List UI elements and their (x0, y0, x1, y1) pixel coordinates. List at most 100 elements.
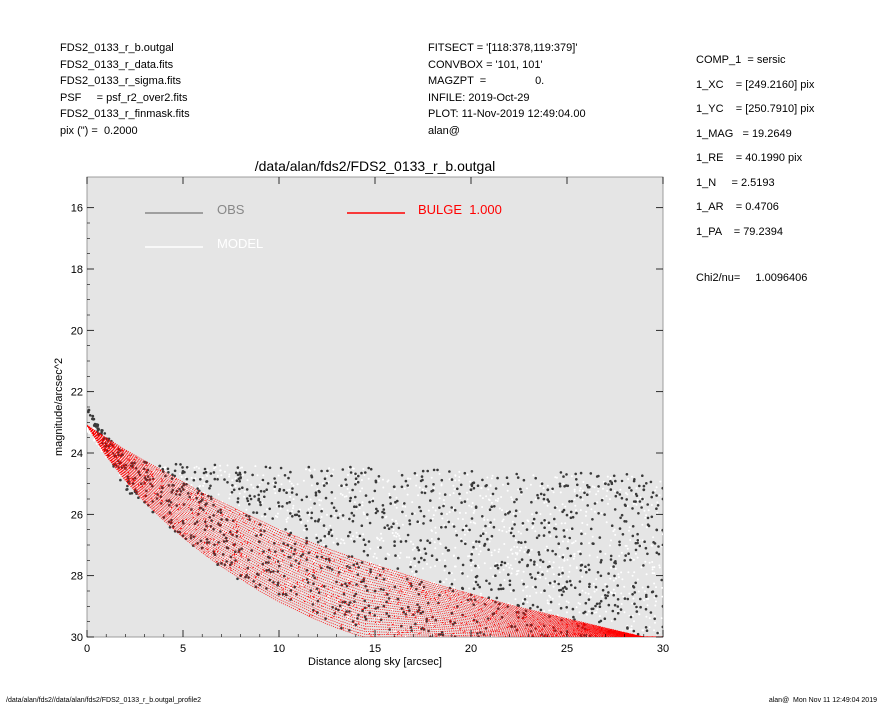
model-point (529, 595, 531, 598)
model-point (399, 537, 401, 540)
model-point (394, 581, 397, 584)
model-point (362, 533, 365, 536)
model-point (438, 497, 441, 500)
obs-point (374, 479, 378, 483)
obs-point (289, 512, 292, 515)
model-point (568, 570, 571, 573)
model-point (655, 600, 657, 603)
model-point (561, 569, 564, 572)
bulge-point (239, 532, 242, 534)
bulge-point (217, 547, 220, 549)
bulge-point (362, 597, 364, 600)
model-point (511, 498, 514, 501)
legend-label: MODEL (217, 236, 263, 251)
obs-point (232, 488, 236, 492)
bulge-point (525, 616, 527, 619)
obs-point (517, 540, 520, 544)
bulge-point (398, 591, 400, 593)
obs-point (263, 512, 267, 516)
bulge-point (620, 635, 622, 637)
bulge-point (537, 625, 539, 627)
obs-point (366, 553, 370, 557)
obs-point (569, 554, 572, 558)
bulge-point (441, 622, 444, 624)
bulge-point (243, 521, 245, 524)
header-left-line: PSF = psf_r2_over2.fits (60, 91, 188, 104)
obs-point (488, 582, 491, 585)
obs-point (236, 497, 240, 500)
model-point (573, 498, 576, 501)
model-point (498, 548, 501, 551)
obs-point (500, 560, 504, 564)
obs-point (238, 487, 241, 491)
model-point (474, 522, 477, 525)
bulge-point (414, 617, 416, 619)
model-point (595, 588, 598, 591)
obs-point (507, 573, 510, 576)
bulge-point (240, 542, 242, 544)
model-point (567, 601, 570, 604)
model-point (656, 511, 659, 514)
model-point (258, 483, 261, 486)
obs-point (568, 536, 571, 540)
obs-point (624, 520, 628, 523)
obs-point (505, 476, 509, 480)
model-point (654, 489, 657, 492)
model-point (308, 576, 311, 579)
bulge-point (144, 495, 146, 497)
obs-point (539, 608, 543, 612)
bulge-point (339, 601, 341, 603)
obs-point (421, 478, 424, 482)
bulge-point (203, 497, 205, 499)
bulge-point (240, 553, 243, 555)
bulge-point (641, 636, 644, 637)
header-middle-line: INFILE: 2019-Oct-29 (428, 91, 530, 104)
model-point (618, 555, 621, 557)
model-point (491, 474, 494, 477)
model-point (433, 541, 436, 544)
bulge-point (384, 594, 386, 596)
model-point (459, 497, 462, 500)
bulge-point (205, 518, 207, 520)
model-point (520, 532, 522, 535)
model-point (636, 556, 639, 559)
model-point (483, 518, 486, 521)
model-point (238, 467, 241, 469)
obs-point (274, 481, 277, 485)
bulge-point (206, 555, 208, 557)
obs-point (103, 432, 107, 435)
obs-point (636, 539, 640, 542)
bulge-point (259, 530, 261, 532)
obs-point (87, 408, 91, 412)
bulge-point (516, 628, 518, 630)
chi2-value: 1.0096406 (755, 272, 808, 284)
header-left-line: FDS2_0133_r_sigma.fits (60, 75, 182, 87)
bulge-point (151, 484, 153, 486)
obs-point (199, 478, 202, 481)
obs-point (417, 548, 421, 552)
bulge-point (232, 549, 234, 551)
model-point (632, 597, 635, 600)
bulge-point (299, 586, 301, 588)
obs-point (516, 476, 520, 479)
bulge-point (312, 569, 314, 571)
obs-point (457, 556, 460, 560)
model-point (490, 537, 493, 540)
model-point (554, 476, 557, 479)
bulge-point (179, 533, 182, 535)
model-point (356, 536, 359, 539)
bulge-point (240, 555, 242, 557)
bulge-point (540, 634, 542, 636)
model-point (626, 505, 629, 508)
bulge-point (113, 446, 115, 448)
model-point (209, 554, 212, 556)
bulge-point (497, 603, 499, 606)
model-point (93, 439, 96, 442)
bulge-point (514, 623, 516, 625)
bulge-point (541, 629, 543, 631)
obs-point (597, 485, 600, 488)
obs-point (209, 484, 212, 488)
model-point (513, 609, 516, 612)
bulge-point (502, 612, 504, 614)
bulge-point (585, 623, 588, 625)
